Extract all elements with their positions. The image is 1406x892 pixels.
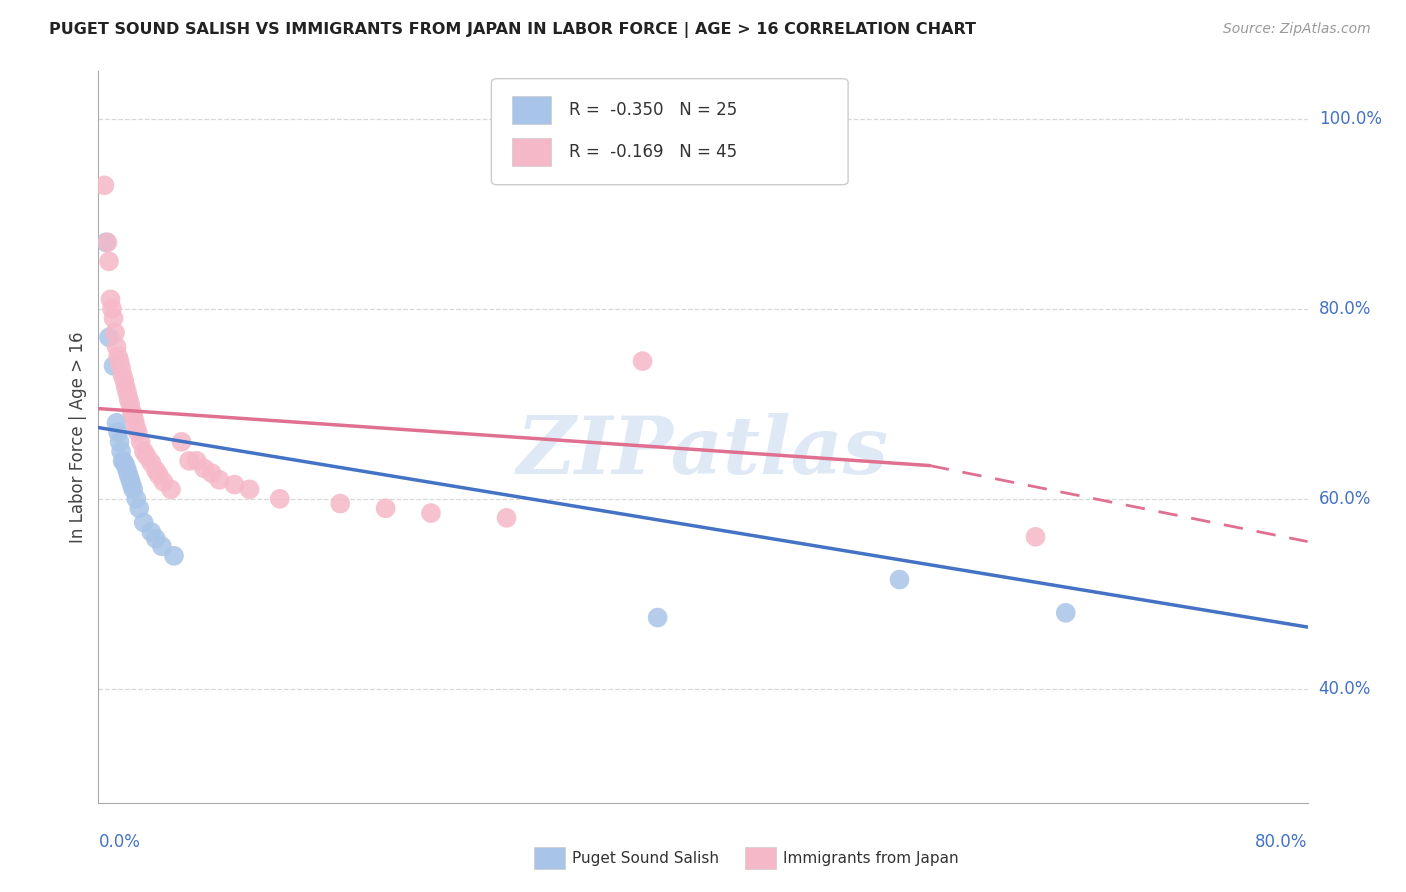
Point [125, 491, 148, 506]
Point [124, 414, 146, 428]
Point [94, 235, 117, 250]
Point [111, 368, 134, 383]
Point [101, 301, 124, 316]
Point [107, 425, 129, 440]
Point [108, 434, 131, 449]
Point [122, 483, 145, 497]
FancyBboxPatch shape [512, 138, 551, 166]
Point [120, 473, 142, 487]
Point [103, 311, 125, 326]
Point [115, 463, 138, 477]
Point [110, 444, 132, 458]
Point [110, 360, 132, 375]
Point [132, 516, 155, 530]
Point [112, 456, 135, 470]
Point [201, 466, 224, 480]
Text: R =  -0.169   N = 45: R = -0.169 N = 45 [569, 143, 737, 161]
FancyBboxPatch shape [512, 96, 551, 124]
FancyBboxPatch shape [492, 78, 848, 185]
Text: 0.0%: 0.0% [98, 833, 141, 851]
Point [224, 477, 246, 491]
Text: 60.0%: 60.0% [1319, 490, 1371, 508]
Point [118, 468, 141, 483]
Point [128, 501, 150, 516]
Text: R =  -0.350   N = 25: R = -0.350 N = 25 [569, 101, 737, 120]
Point [239, 483, 262, 497]
Point [98, 330, 121, 344]
Point [122, 409, 145, 423]
Point [132, 444, 155, 458]
Point [105, 340, 128, 354]
Point [104, 326, 127, 340]
Point [115, 385, 138, 400]
Point [145, 463, 167, 477]
Point [179, 454, 201, 468]
Point [111, 454, 134, 468]
Point [150, 539, 173, 553]
Point [152, 475, 174, 489]
Text: Source: ZipAtlas.com: Source: ZipAtlas.com [1223, 22, 1371, 37]
Text: PUGET SOUND SALISH VS IMMIGRANTS FROM JAPAN IN LABOR FORCE | AGE > 16 CORRELATIO: PUGET SOUND SALISH VS IMMIGRANTS FROM JA… [49, 22, 976, 38]
Point [121, 477, 143, 491]
Point [93, 178, 115, 193]
Point [374, 501, 396, 516]
Point [148, 468, 170, 483]
Text: 100.0%: 100.0% [1319, 110, 1382, 128]
Point [112, 373, 135, 387]
Y-axis label: In Labor Force | Age > 16: In Labor Force | Age > 16 [69, 331, 87, 543]
Point [108, 354, 131, 368]
Point [208, 473, 231, 487]
Point [1024, 530, 1046, 544]
Point [107, 349, 129, 363]
Point [98, 254, 121, 268]
Point [631, 354, 654, 368]
Text: Puget Sound Salish: Puget Sound Salish [572, 851, 720, 865]
Point [127, 425, 149, 440]
Point [889, 573, 911, 587]
Point [105, 416, 128, 430]
Point [193, 461, 215, 475]
Point [160, 483, 183, 497]
Point [170, 434, 193, 449]
Point [420, 506, 443, 520]
Point [114, 380, 136, 394]
Point [269, 491, 291, 506]
Point [647, 610, 669, 624]
Point [120, 397, 142, 411]
Text: ZIPatlas: ZIPatlas [517, 413, 889, 491]
Point [135, 449, 157, 463]
Point [121, 404, 143, 418]
Text: 40.0%: 40.0% [1319, 680, 1371, 698]
Point [114, 458, 136, 473]
Point [141, 456, 163, 470]
Point [145, 532, 167, 546]
Point [96, 235, 118, 250]
Point [329, 497, 352, 511]
Point [100, 293, 122, 307]
Text: 80.0%: 80.0% [1256, 833, 1308, 851]
Point [125, 420, 148, 434]
Point [141, 524, 163, 539]
Text: 80.0%: 80.0% [1319, 300, 1371, 318]
Point [495, 511, 517, 525]
Point [103, 359, 125, 373]
Point [118, 392, 141, 406]
Text: Immigrants from Japan: Immigrants from Japan [783, 851, 959, 865]
Point [186, 454, 208, 468]
Point [1054, 606, 1077, 620]
Point [163, 549, 186, 563]
Point [129, 434, 152, 449]
